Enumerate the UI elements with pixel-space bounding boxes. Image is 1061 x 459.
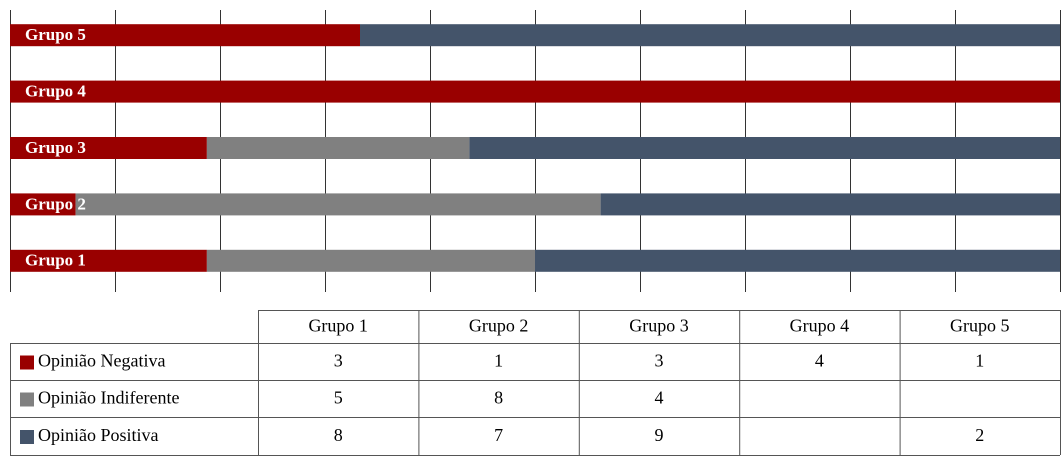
table-value: 2: [975, 425, 984, 445]
bar-segment: [535, 249, 1060, 272]
bar-label: Grupo 5: [25, 25, 86, 44]
bar-label: Grupo 2: [25, 194, 86, 213]
table-value: 8: [334, 425, 343, 445]
bar-label: Grupo 4: [25, 82, 86, 101]
bar-segment: [206, 137, 470, 159]
bar-segment: [10, 80, 1060, 103]
bar-segment: [206, 249, 535, 272]
table-header: Grupo 3: [629, 316, 689, 336]
table-value: 4: [655, 388, 664, 408]
table-value: 7: [494, 425, 503, 445]
table-header: Grupo 4: [790, 316, 850, 336]
legend-label: Opinião Positiva: [38, 425, 159, 445]
bar-label: Grupo 1: [25, 251, 86, 270]
table-value: 1: [975, 351, 984, 371]
table-value: 8: [494, 388, 503, 408]
bar-label: Grupo 3: [25, 138, 86, 157]
table-header: Grupo 1: [308, 316, 368, 336]
legend-key: [20, 392, 34, 407]
legend-label: Opinião Negativa: [38, 351, 165, 371]
bar-segment: [75, 193, 601, 216]
bar-segment: [10, 193, 76, 216]
table-value: 3: [655, 351, 664, 371]
legend-key: [20, 355, 34, 370]
table-header: Grupo 2: [469, 316, 529, 336]
legend-label: Opinião Indiferente: [38, 388, 179, 408]
table-value: 4: [815, 351, 824, 371]
bar-segment: [10, 24, 360, 47]
table-value: 3: [334, 351, 343, 371]
bar-segment: [600, 193, 1060, 216]
table-value: 5: [334, 388, 343, 408]
bar-segment: [360, 24, 1060, 47]
table-value: 9: [655, 425, 664, 445]
bar-segment: [469, 137, 1060, 159]
bar-segment: [10, 249, 207, 272]
bar-segment: [10, 137, 207, 159]
table-value: 1: [494, 351, 503, 371]
table-header: Grupo 5: [950, 316, 1010, 336]
legend-key: [20, 430, 34, 444]
